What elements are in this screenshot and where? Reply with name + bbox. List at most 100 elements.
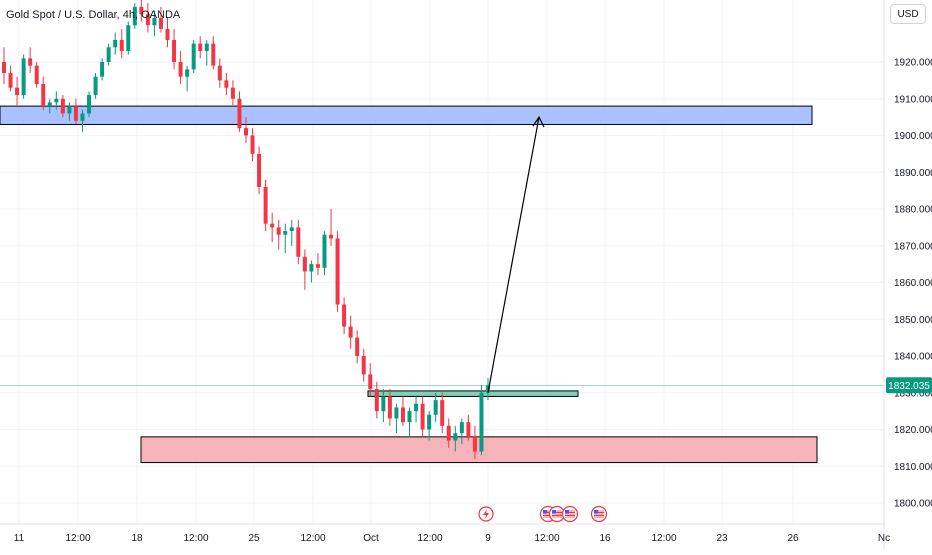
- middle-zone[interactable]: [367, 390, 579, 397]
- candle: [329, 209, 334, 246]
- candle-body: [34, 65, 39, 85]
- price-axis[interactable]: 1920.000 1910.000 1900.000 1890.000 1880.000…: [894, 58, 932, 510]
- candle-body: [230, 87, 235, 99]
- x-tick-label: 12:00: [300, 533, 325, 544]
- price-badge: 1832.035: [886, 377, 932, 394]
- candle-body: [263, 186, 268, 224]
- candle: [113, 32, 118, 55]
- candle-body: [113, 39, 118, 48]
- us-flag-event-icon[interactable]: [561, 505, 579, 523]
- candle-body: [427, 414, 432, 430]
- candle-body: [211, 43, 216, 66]
- candle-body: [185, 69, 190, 77]
- y-tick-label: 1830.000: [894, 388, 932, 399]
- candle-body: [257, 153, 262, 187]
- y-tick-label: 1850.000: [894, 315, 932, 326]
- candle-body: [407, 411, 412, 423]
- x-tick-label: 26: [787, 533, 799, 544]
- candle: [217, 58, 222, 88]
- candle: [446, 418, 451, 448]
- candle-body: [486, 385, 490, 393]
- candle-body: [348, 326, 353, 338]
- candle-body: [289, 227, 294, 232]
- candle: [263, 179, 268, 232]
- candle: [270, 212, 275, 243]
- candle-body: [472, 436, 477, 452]
- candle-body: [60, 98, 65, 114]
- us-flag-event-icon[interactable]: [590, 505, 608, 523]
- candle-body: [387, 396, 392, 419]
- candle: [224, 73, 229, 96]
- candle: [459, 418, 464, 445]
- x-tick-label: 12:00: [651, 533, 676, 544]
- candle: [381, 389, 386, 423]
- time-axis[interactable]: 11 12:00 18 12:00 25 12:00 Oct 12:00 9 12:00 16 12:…: [14, 533, 890, 544]
- candle: [28, 47, 33, 74]
- y-tick-label: 1890.000: [894, 168, 932, 179]
- candle-body: [322, 234, 327, 268]
- candle: [191, 39, 196, 74]
- candle-body: [400, 407, 405, 423]
- x-tick-label: 11: [14, 533, 25, 544]
- x-tick-label: 16: [599, 533, 611, 544]
- candle: [185, 65, 190, 92]
- candle-body: [8, 73, 13, 88]
- candle-body: [237, 98, 242, 129]
- x-tick-label: 23: [716, 533, 728, 544]
- candle: [8, 65, 13, 92]
- candle: [348, 315, 353, 349]
- candle-body: [15, 87, 20, 96]
- y-tick-label: 1810.000: [894, 462, 932, 473]
- candle-body: [414, 403, 419, 412]
- candle-body: [158, 17, 163, 29]
- candle: [126, 21, 131, 55]
- y-tick-label: 1920.000: [894, 58, 932, 69]
- candle-body: [217, 65, 222, 81]
- candle: [374, 381, 379, 419]
- candle: [67, 102, 72, 121]
- y-tick-label: 1840.000: [894, 352, 932, 363]
- candle: [466, 414, 471, 441]
- candle-body: [381, 396, 386, 412]
- lower-zone[interactable]: [140, 436, 818, 464]
- candle-body: [87, 95, 92, 114]
- candle: [172, 28, 177, 70]
- upper-zone[interactable]: [0, 105, 813, 125]
- candle: [414, 396, 419, 423]
- currency-selector[interactable]: USD: [890, 4, 926, 24]
- candle-body: [139, 6, 144, 15]
- candle: [87, 91, 92, 118]
- candle-body: [178, 62, 183, 77]
- candle-body: [315, 264, 320, 268]
- candle-body: [47, 102, 52, 107]
- zones: [0, 105, 818, 464]
- candle-body: [374, 389, 379, 412]
- candle: [433, 392, 438, 423]
- candle-body: [466, 422, 471, 437]
- x-tick-label: Nc: [878, 533, 890, 544]
- candle: [355, 330, 360, 364]
- candle-body: [361, 356, 366, 375]
- candle: [60, 95, 65, 118]
- candle-body: [198, 43, 203, 51]
- candle-body: [283, 231, 288, 235]
- candle-body: [28, 58, 33, 66]
- candle: [132, 3, 137, 29]
- candle: [145, 3, 150, 33]
- candle-body: [368, 374, 373, 390]
- candle: [73, 98, 78, 125]
- candle: [80, 109, 85, 132]
- candle: [15, 76, 20, 107]
- candle: [158, 6, 163, 33]
- lightning-event-icon[interactable]: [478, 506, 494, 522]
- y-tick-label: 1910.000: [894, 94, 932, 105]
- chart-title: Gold Spot / U.S. Dollar, 4h, OANDA: [6, 9, 181, 21]
- projection-arrow[interactable]: [487, 117, 540, 393]
- candle-body: [433, 400, 438, 415]
- overlays: [487, 115, 545, 393]
- candle-body: [394, 407, 399, 419]
- candle-body: [152, 17, 157, 26]
- arrow-head-icon: [532, 115, 545, 128]
